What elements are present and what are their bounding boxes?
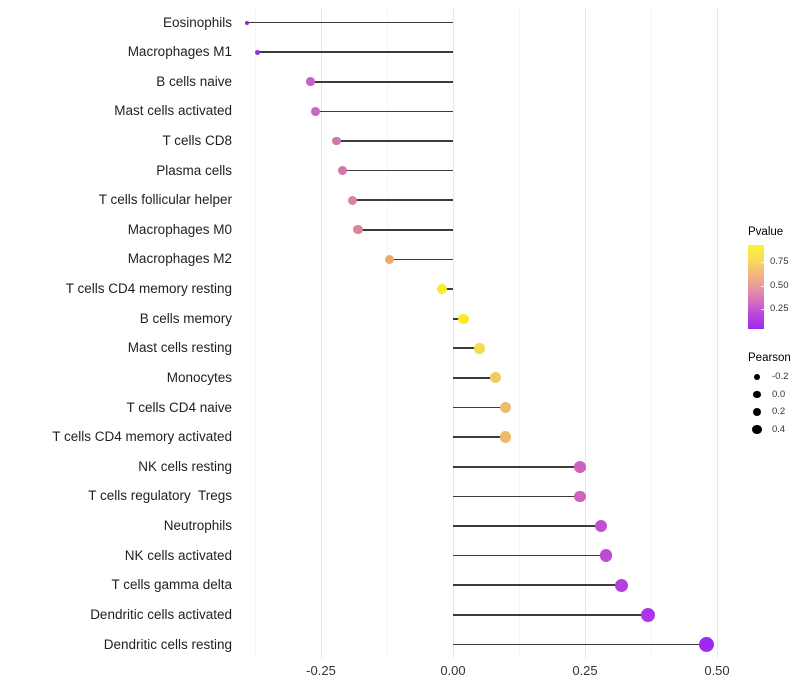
lollipop-dot xyxy=(594,519,608,533)
category-label: Macrophages M2 xyxy=(127,251,232,267)
lollipop-dot xyxy=(245,20,250,25)
lollipop-dot xyxy=(500,401,512,414)
category-label: Dendritic cells resting xyxy=(103,636,232,652)
gridline-minor xyxy=(650,7,652,658)
category-label: Monocytes xyxy=(166,369,232,385)
pearson-size-dot xyxy=(753,390,761,399)
category-label: T cells gamma delta xyxy=(111,577,232,593)
lollipop-stem xyxy=(310,80,453,83)
category-label: Eosinophils xyxy=(162,14,232,30)
pearson-size-dot xyxy=(752,424,762,435)
lollipop-dot xyxy=(474,342,485,354)
lollipop-dot xyxy=(500,431,512,443)
x-axis-tick-label: 0.25 xyxy=(572,663,598,678)
lollipop-dot xyxy=(255,49,261,55)
lollipop-stem xyxy=(352,199,453,202)
gridline-minor xyxy=(254,7,256,658)
pvalue-colorbar xyxy=(748,245,764,329)
category-label: Mast cells activated xyxy=(114,103,232,119)
category-label: T cells CD8 xyxy=(162,132,232,148)
lollipop-stem xyxy=(453,643,707,646)
category-label: NK cells resting xyxy=(138,458,232,474)
lollipop-stem xyxy=(357,228,453,231)
gridline-major xyxy=(584,7,586,658)
category-label: Neutrophils xyxy=(163,518,232,534)
pvalue-tick-label: 0.75 xyxy=(770,256,789,267)
category-label: Dendritic cells activated xyxy=(90,606,232,622)
category-label: T cells CD4 memory resting xyxy=(65,281,232,297)
pvalue-colorbar-tick xyxy=(761,262,764,263)
lollipop-dot xyxy=(458,313,469,324)
lollipop-dot xyxy=(332,136,342,146)
lollipop-dot xyxy=(599,549,613,562)
lollipop-stem xyxy=(453,465,580,468)
pearson-size-dot xyxy=(752,407,762,417)
category-label: NK cells activated xyxy=(124,547,232,563)
pearson-size-label: -0.2 xyxy=(772,371,789,382)
category-label: T cells follicular helper xyxy=(98,192,232,208)
pvalue-tick-label: 0.50 xyxy=(770,279,789,291)
lollipop-dot xyxy=(437,284,448,295)
lollipop-stem xyxy=(315,110,453,113)
gridline-major xyxy=(320,7,322,658)
lollipop-dot xyxy=(698,636,715,653)
lollipop-stem xyxy=(453,377,496,379)
category-label: T cells regulatory Tregs xyxy=(88,488,232,504)
lollipop-dot xyxy=(348,195,358,205)
lollipop-dot xyxy=(353,225,363,235)
lollipop-stem xyxy=(453,495,580,498)
legend-pvalue-title: Pvalue xyxy=(748,226,784,238)
lollipop-stem xyxy=(453,347,480,350)
pearson-size-label: 0.2 xyxy=(772,406,786,417)
category-label: T cells CD4 naive xyxy=(126,399,232,415)
lollipop-dot xyxy=(489,372,501,384)
lollipop-stem xyxy=(342,169,453,172)
legend-pearson-title: Pearson xyxy=(748,352,791,364)
category-label: B cells memory xyxy=(139,310,232,326)
gridline-minor xyxy=(518,7,520,658)
lollipop-stem xyxy=(453,525,601,527)
gridline-minor xyxy=(386,7,388,658)
lollipop-stem xyxy=(257,51,453,53)
lollipop-dot xyxy=(337,166,347,176)
pvalue-tick-label: 0.25 xyxy=(770,303,789,314)
pvalue-colorbar-tick xyxy=(761,309,764,310)
pvalue-colorbar-tick xyxy=(761,285,764,287)
lollipop-dot xyxy=(641,607,656,622)
lollipop-stem xyxy=(453,406,506,409)
gridline-major xyxy=(452,7,454,658)
category-label: Plasma cells xyxy=(156,162,232,178)
category-label: Macrophages M0 xyxy=(127,221,232,237)
lollipop-stem xyxy=(442,288,453,290)
lollipop-stem xyxy=(453,584,622,587)
pearson-size-label: 0.0 xyxy=(772,388,786,400)
lollipop-stem xyxy=(389,258,453,261)
pearson-size-label: 0.4 xyxy=(772,423,786,435)
lollipop-stem xyxy=(453,614,649,616)
lollipop-dot xyxy=(384,254,395,265)
category-label: T cells CD4 memory activated xyxy=(52,429,232,445)
x-axis-tick-label: -0.25 xyxy=(306,663,336,678)
gridline-major xyxy=(716,7,718,658)
lollipop-stem xyxy=(453,554,607,557)
category-label: Mast cells resting xyxy=(127,340,232,356)
pearson-size-dot xyxy=(753,373,761,381)
lollipop-stem xyxy=(453,317,464,320)
x-axis-tick-label: 0.00 xyxy=(440,663,466,678)
lollipop-stem xyxy=(336,140,453,142)
lollipop-dot xyxy=(615,578,629,592)
category-label: B cells naive xyxy=(156,73,232,89)
lollipop-dot xyxy=(573,460,586,473)
lollipop-dot xyxy=(573,490,586,503)
lollipop-dot xyxy=(311,107,321,116)
lollipop-stem xyxy=(247,21,453,24)
x-axis-tick-label: 0.50 xyxy=(704,663,730,678)
lollipop-dot xyxy=(306,77,315,87)
category-label: Macrophages M1 xyxy=(127,44,232,60)
lollipop-stem xyxy=(453,436,506,439)
